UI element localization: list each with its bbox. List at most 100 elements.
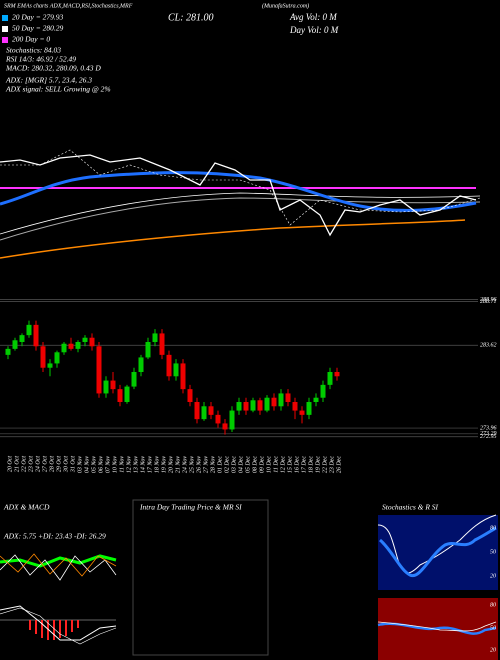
candle-body [222, 423, 228, 430]
x-tick-label: 31 Oct [70, 456, 76, 473]
x-tick-label: 29 Oct [56, 456, 62, 472]
candle-body [313, 397, 319, 402]
x-tick-label: 13 Nov [133, 456, 139, 474]
y-tick-label: 272.95 [480, 434, 497, 440]
legend-swatch [2, 15, 8, 21]
candle-body [19, 335, 25, 342]
candle-body [12, 340, 18, 349]
x-tick-label: 02 Dec [224, 456, 230, 473]
x-tick-label: 04 Nov [83, 456, 90, 474]
candle-body [5, 348, 11, 355]
x-tick-label: 21 Oct [14, 456, 20, 472]
x-tick-label: 19 Dec [315, 456, 321, 473]
x-tick-label: 06 Nov [98, 456, 104, 474]
candle-body [145, 342, 151, 358]
x-tick-label: 22 Oct [21, 456, 27, 472]
candle-body [96, 346, 102, 394]
indicator-lines [0, 149, 481, 259]
x-tick-label: 11 Nov [119, 456, 125, 473]
panels: ADX & MACD ADX: 5.75 +DI: 23.43 -DI: 26.… [0, 499, 498, 660]
stoch-label: 80 [490, 525, 496, 531]
x-tick-label: 03 Nov [77, 456, 83, 474]
candle-body [334, 372, 340, 377]
candle-body [264, 397, 270, 411]
candle-body [131, 372, 137, 387]
site: (MunafaSutra.com) [262, 2, 309, 9]
candle-body [243, 402, 249, 411]
x-tick-label: 17 Nov [147, 456, 153, 474]
candle-body [124, 386, 130, 402]
close: CL: 281.00 [168, 12, 214, 23]
candle-body [82, 337, 88, 342]
candle-body [152, 333, 158, 342]
x-tick-label: 22 Dec [322, 456, 328, 473]
x-tick-label: 23 Oct [28, 456, 34, 472]
candle-body [47, 363, 53, 368]
candle-body [306, 402, 312, 415]
x-tick-label: 28 Nov [210, 456, 216, 474]
rsi-label: 20 [490, 647, 496, 653]
y-tick-label: 273.29 [480, 431, 497, 437]
x-tick-label: 23 Dec [329, 456, 335, 473]
x-tick-label: 16 Dec [294, 456, 300, 473]
candle-body [173, 363, 179, 377]
x-tick-label: 07 Nov [105, 456, 111, 474]
x-tick-label: 05 Dec [245, 456, 251, 473]
candle-body [278, 393, 284, 407]
candle-body [187, 389, 193, 402]
ma200: 200 Day = 0 [12, 35, 50, 44]
candle-body [215, 414, 221, 424]
candle-body [327, 372, 333, 385]
panel-title: Stochastics & R SI [382, 503, 439, 512]
candle-body [68, 343, 74, 349]
x-tick-label: 25 Nov [189, 456, 195, 474]
candle-body [180, 363, 186, 390]
x-tick-label: 10 Dec [266, 456, 272, 473]
x-tick-label: 05 Nov [91, 456, 97, 474]
x-tick-label: 18 Nov [154, 456, 160, 474]
candle-body [138, 357, 144, 372]
x-tick-label: 21 Nov [175, 456, 181, 474]
candle-body [250, 400, 256, 411]
panel-title: Intra Day Trading Price & MR SI [139, 503, 242, 512]
stoch-label: 20 [490, 573, 496, 579]
ma20: 20 Day = 279.93 [12, 13, 64, 22]
adx: ADX: [MGR] 5.7, 23.4, 26.3 [5, 76, 92, 85]
y-tick-label: 288.96 [480, 297, 497, 303]
adx-line: ADX: 5.75 +DI: 23.43 -DI: 26.29 [3, 532, 106, 541]
x-tick-label: 03 Dec [231, 456, 237, 473]
candle-body [236, 402, 242, 411]
candle-body [110, 380, 116, 390]
candle-body [40, 346, 46, 368]
candle-body [194, 402, 200, 420]
candle-body [285, 393, 291, 402]
rsi-label: 80 [490, 602, 496, 608]
x-tick-label: 04 Dec [237, 456, 244, 473]
candle-body [208, 406, 214, 415]
x-tick-label: 24 Nov [181, 456, 188, 474]
candle-body [26, 324, 32, 336]
candle-body [159, 333, 165, 355]
header-strip: SRM EMAs charts ADX,MACD,RSI,Stochastics… [4, 3, 133, 9]
candle-body [103, 380, 109, 394]
x-tick-label: 28 Oct [49, 456, 55, 472]
rsi: RSI 14/3: 46.92 / 52.49 [5, 55, 76, 64]
macd: MACD: 280.32, 280.09, 0.43 D [5, 64, 101, 73]
y-tick-label: 288.71 [480, 299, 497, 305]
x-tick-label: 12 Dec [280, 456, 286, 473]
x-tick-label: 01 Dec [217, 456, 223, 473]
adx-signal: ADX signal: SELL Growing @ 2% [5, 85, 111, 94]
x-tick-label: 20 Nov [168, 456, 174, 474]
candle-body [54, 352, 60, 364]
header: SRM EMAs charts ADX,MACD,RSI,Stochastics… [2, 2, 339, 94]
x-tick-label: 19 Nov [161, 456, 167, 474]
y-tick-label: 273.96 [480, 425, 497, 431]
stoch-label: 50 [490, 549, 496, 555]
legend-swatch [2, 37, 8, 43]
candle-body [166, 354, 172, 377]
candle-body [299, 410, 305, 415]
day-vol: Day Vol: 0 M [289, 25, 339, 35]
ma50: 50 Day = 280.29 [12, 24, 64, 33]
x-tick-label: 10 Nov [112, 456, 118, 474]
